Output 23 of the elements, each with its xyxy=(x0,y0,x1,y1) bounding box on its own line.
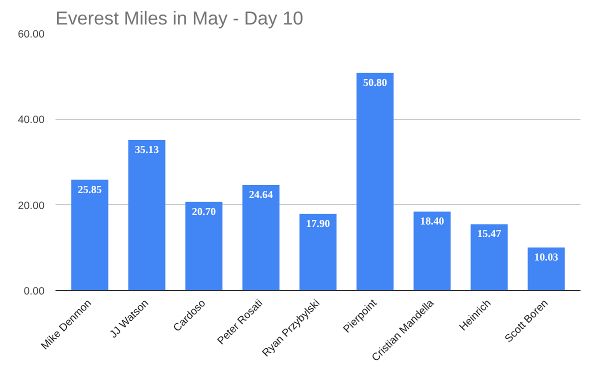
bar xyxy=(71,180,108,290)
data-label: 10.03 xyxy=(534,252,558,264)
bar xyxy=(128,140,166,290)
bar xyxy=(414,212,451,290)
y-tick-label: 40.00 xyxy=(18,114,45,126)
data-label: 35.13 xyxy=(134,145,159,156)
data-label: 20.70 xyxy=(192,206,216,218)
data-label: 50.80 xyxy=(363,78,388,89)
chart-title: Everest Miles in May - Day 10 xyxy=(56,8,304,28)
bar xyxy=(185,202,222,290)
bar xyxy=(470,224,508,290)
data-label: 17.90 xyxy=(306,218,330,230)
data-label: 15.47 xyxy=(477,229,502,240)
data-label: 18.40 xyxy=(420,216,444,228)
bar xyxy=(242,184,280,290)
y-tick-label: 0.00 xyxy=(24,286,45,298)
data-label: 25.85 xyxy=(78,184,102,196)
bar xyxy=(356,72,394,290)
data-label: 24.64 xyxy=(248,190,274,201)
bar xyxy=(528,248,565,290)
bar xyxy=(299,214,337,290)
y-tick-label: 60.00 xyxy=(18,28,45,40)
y-tick-label: 20.00 xyxy=(18,200,45,212)
